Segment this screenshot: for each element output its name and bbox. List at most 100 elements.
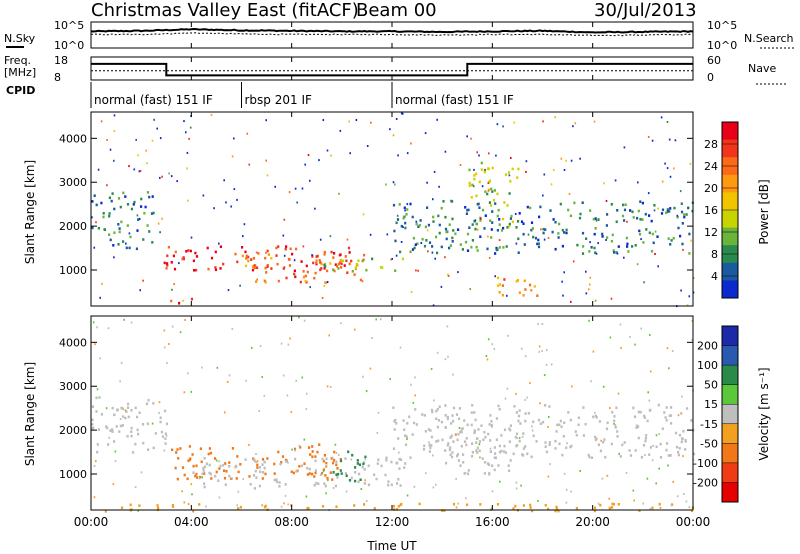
data-cell — [544, 445, 547, 448]
data-cell — [208, 447, 211, 450]
y-tick-label: 3000 — [59, 380, 87, 393]
nsearch-series — [90, 32, 693, 37]
data-cell — [444, 358, 447, 361]
data-cell — [277, 279, 280, 283]
data-cell — [498, 291, 501, 294]
data-cell — [478, 449, 481, 453]
colorbar-tick-label: 15 — [704, 398, 718, 411]
data-cell — [619, 455, 622, 458]
data-cell — [406, 208, 409, 211]
data-cell — [304, 163, 306, 166]
data-cell — [515, 392, 517, 395]
data-cell — [121, 407, 124, 411]
data-cell — [665, 419, 668, 422]
data-cell — [228, 474, 231, 478]
data-cell — [156, 127, 158, 130]
data-cell — [173, 283, 175, 286]
data-cell — [176, 180, 178, 183]
data-cell — [111, 430, 114, 433]
data-cell — [183, 391, 186, 394]
data-cell — [509, 424, 512, 427]
data-cell — [403, 428, 406, 431]
data-cell — [459, 464, 462, 467]
data-cell — [350, 259, 353, 263]
data-cell — [146, 191, 149, 194]
data-cell — [690, 509, 693, 513]
data-cell — [575, 507, 578, 510]
data-cell — [560, 425, 563, 429]
data-cell — [281, 455, 285, 458]
data-cell — [541, 350, 543, 352]
data-cell — [427, 428, 430, 431]
data-cell — [236, 260, 239, 264]
data-cell — [337, 262, 340, 266]
data-cell — [466, 208, 469, 212]
data-cell — [203, 472, 206, 475]
data-cell — [669, 207, 672, 210]
data-cell — [207, 452, 210, 456]
data-cell — [223, 469, 226, 472]
data-cell — [648, 214, 651, 217]
data-cell — [684, 448, 687, 451]
data-cell — [633, 499, 635, 502]
colorbar-swatch — [722, 210, 738, 229]
data-cell — [140, 471, 143, 474]
data-cell — [677, 450, 680, 454]
colorbar-swatch — [722, 482, 738, 503]
data-cell — [161, 175, 163, 178]
data-cell — [668, 367, 670, 370]
data-cell — [557, 236, 560, 239]
data-cell — [679, 190, 682, 193]
data-cell — [363, 503, 366, 506]
data-cell — [666, 347, 669, 350]
data-cell — [452, 419, 455, 423]
data-cell — [359, 478, 362, 481]
data-cell — [429, 446, 432, 450]
data-cell — [423, 414, 426, 417]
data-cell — [565, 488, 568, 491]
data-cell — [181, 257, 184, 261]
data-cell — [284, 494, 287, 497]
data-cell — [177, 457, 180, 460]
data-cell — [279, 462, 282, 466]
data-cell — [592, 350, 595, 353]
data-cell — [242, 478, 244, 481]
data-cell — [457, 459, 460, 462]
data-cell — [565, 231, 568, 235]
data-cell — [266, 265, 269, 268]
data-cell — [594, 435, 597, 439]
data-cell — [331, 478, 334, 481]
data-cell — [506, 226, 509, 229]
data-cell — [143, 211, 146, 215]
data-cell — [470, 245, 473, 249]
data-cell — [396, 482, 399, 485]
cpid-item-label: normal (fast) 151 IF — [395, 93, 514, 107]
data-cell — [248, 163, 251, 166]
data-cell — [473, 174, 476, 177]
data-cell — [517, 419, 520, 423]
data-cell — [606, 213, 609, 216]
data-cell — [443, 509, 446, 512]
data-cell — [525, 160, 528, 163]
y-tick-label: 1000 — [59, 264, 87, 277]
data-cell — [428, 241, 432, 244]
data-cell — [96, 388, 99, 391]
data-cell — [431, 245, 434, 248]
data-cell — [688, 252, 691, 255]
data-cell — [222, 464, 225, 467]
data-cell — [151, 422, 154, 425]
data-cell — [132, 203, 135, 206]
data-cell — [325, 457, 328, 461]
data-cell — [610, 239, 613, 243]
data-cell — [179, 447, 182, 450]
colorbar-tick-label: 20 — [704, 182, 718, 195]
data-cell — [293, 272, 296, 276]
data-cell — [159, 420, 162, 424]
data-cell — [355, 119, 358, 121]
data-cell — [245, 257, 248, 260]
data-cell — [91, 418, 94, 422]
data-cell — [311, 254, 313, 257]
data-cell — [547, 475, 550, 478]
